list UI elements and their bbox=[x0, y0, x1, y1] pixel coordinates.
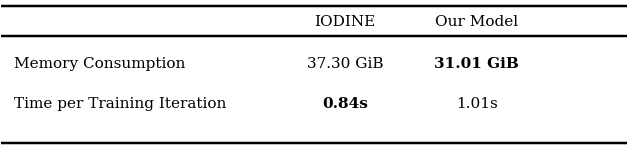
Text: Time per Training Iteration: Time per Training Iteration bbox=[14, 97, 226, 111]
Text: 37.30 GiB: 37.30 GiB bbox=[307, 57, 384, 71]
Text: IODINE: IODINE bbox=[315, 15, 376, 29]
Text: 0.84s: 0.84s bbox=[322, 97, 368, 111]
Text: Our Model: Our Model bbox=[435, 15, 518, 29]
Text: 31.01 GiB: 31.01 GiB bbox=[434, 57, 519, 71]
Text: 1.01s: 1.01s bbox=[456, 97, 497, 111]
Text: Memory Consumption: Memory Consumption bbox=[14, 57, 185, 71]
